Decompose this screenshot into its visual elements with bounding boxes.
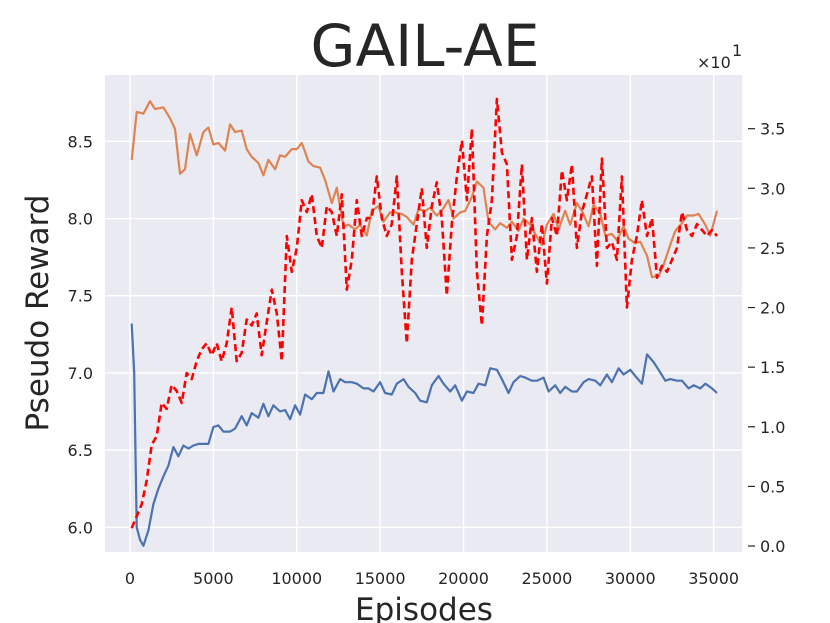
y2-tick-label: 0.0 bbox=[760, 537, 785, 556]
y2-tick-label: 2.0 bbox=[760, 299, 785, 318]
y2-ticks: 0.0 0.5 1.0 1.5 2.0 2.5 3.0 3.5 bbox=[748, 120, 785, 556]
y2-tick-label: 2.5 bbox=[760, 239, 785, 258]
y-tick-label: 6.5 bbox=[68, 441, 93, 460]
series-line-3 bbox=[130, 97, 718, 529]
chart-title: GAIL-AE bbox=[311, 12, 540, 80]
x-tick-label: 15000 bbox=[355, 569, 406, 588]
y2-multiplier-exponent: 1 bbox=[732, 41, 742, 60]
series-line-1 bbox=[130, 323, 718, 547]
y-gridlines bbox=[105, 140, 742, 529]
y2-tick-label: 1.5 bbox=[760, 358, 785, 377]
y2-tick-label: 0.5 bbox=[760, 477, 785, 496]
x-tick-label: 10000 bbox=[271, 569, 322, 588]
y-tick-label: 7.5 bbox=[68, 287, 93, 306]
x-tick-label: 30000 bbox=[605, 569, 656, 588]
y-tick-label: 7.0 bbox=[68, 364, 93, 383]
y2-tick-label: 1.0 bbox=[760, 418, 785, 437]
y-axis-label: Pseudo Reward bbox=[20, 195, 56, 432]
x-ticks: 0 5000 10000 15000 20000 25000 30000 35000 bbox=[125, 569, 739, 588]
x-axis-label: Episodes bbox=[355, 592, 493, 623]
plot-background bbox=[105, 75, 742, 552]
y2-tick-label: 3.0 bbox=[760, 179, 785, 198]
y-tick-label: 6.0 bbox=[68, 518, 93, 537]
x-tick-label: 25000 bbox=[521, 569, 572, 588]
y2-tick-label: 3.5 bbox=[760, 120, 785, 139]
x-tick-label: 0 bbox=[125, 569, 135, 588]
x-tick-label: 20000 bbox=[438, 569, 489, 588]
x-tick-label: 35000 bbox=[688, 569, 739, 588]
x-tick-label: 5000 bbox=[193, 569, 234, 588]
y-tick-label: 8.0 bbox=[68, 210, 93, 229]
series-layer bbox=[130, 97, 719, 547]
y-ticks: 6.0 6.5 7.0 7.5 8.0 8.5 bbox=[68, 132, 93, 537]
y-tick-label: 8.5 bbox=[68, 132, 93, 151]
y2-multiplier-label: ×10 bbox=[697, 53, 731, 72]
